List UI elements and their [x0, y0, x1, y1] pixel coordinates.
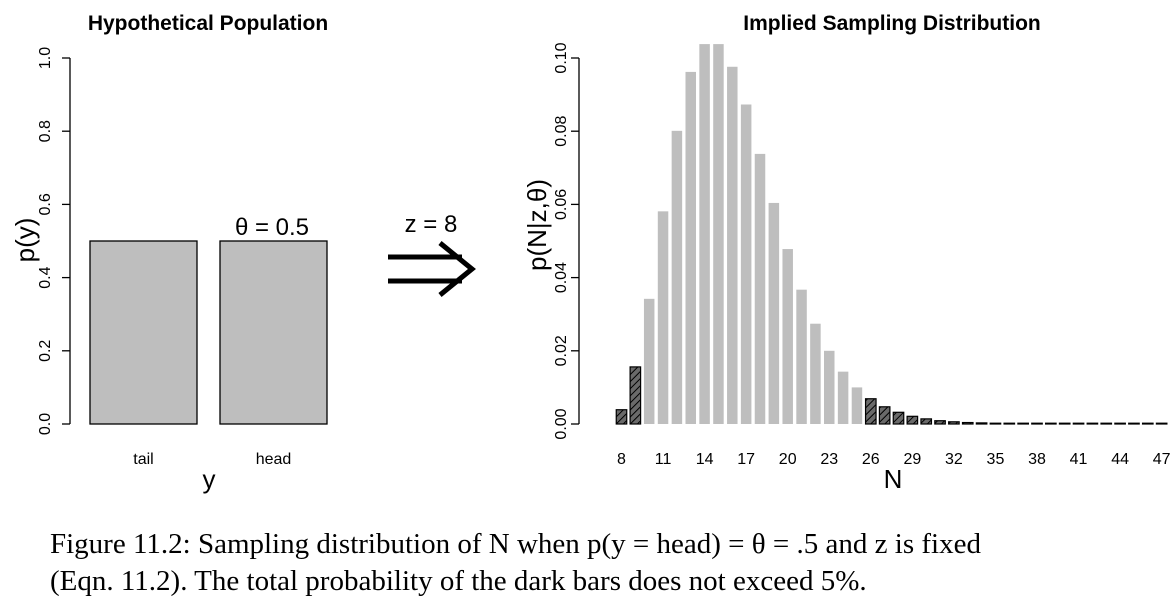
right-y-tick-label: 0.04: [553, 262, 570, 293]
right-y-tick-label: 0.00: [553, 408, 570, 439]
bar-N-23: [824, 350, 835, 424]
theta-annotation: θ = 0.5: [235, 214, 309, 241]
figure-caption: Figure 11.2: Sampling distribution of N …: [50, 526, 1160, 600]
bar-N-10: [643, 298, 655, 424]
dark-bar-N-45: [1128, 422, 1140, 425]
dark-bar-N-37: [1017, 422, 1030, 425]
dark-bar-N-47: [1155, 422, 1168, 425]
x-tick-label-N-20: 20: [779, 451, 797, 468]
right-y-tick-label: 0.02: [553, 335, 570, 366]
x-tick-label-N-47: 47: [1153, 451, 1171, 468]
x-tick-label-N-38: 38: [1028, 451, 1046, 468]
right-y-axis-label: p(N|z,θ): [522, 179, 552, 271]
bar-N-22: [810, 323, 821, 424]
dark-bar-N-36: [1003, 422, 1016, 425]
x-tick-label-N-35: 35: [987, 451, 1005, 468]
arrow-label: z = 8: [405, 211, 458, 238]
dark-bar-N-32: [948, 421, 960, 425]
dark-bar-N-34: [975, 422, 988, 425]
dark-bar-N-33: [961, 421, 974, 425]
dark-bar-N-27: [878, 406, 891, 425]
x-tick-label-N-41: 41: [1070, 451, 1088, 468]
dark-bar-N-39: [1044, 422, 1057, 425]
caption-line-2: (Eqn. 11.2). The total probability of th…: [50, 565, 867, 597]
bar-N-16: [727, 66, 738, 424]
bar-N-19: [768, 202, 780, 424]
left-y-tick-label: 1.0: [37, 47, 54, 69]
dark-bar-N-29: [906, 415, 919, 425]
left-x-axis-label: y: [203, 464, 216, 494]
left-y-tick-label: 0.4: [37, 266, 54, 288]
dark-bar-N-38: [1031, 422, 1043, 425]
dark-bar-N-31: [934, 420, 946, 425]
right-x-axis-label: N: [884, 464, 903, 494]
left-y-tick-label: 0.8: [37, 120, 54, 142]
x-tick-label-tail: tail: [133, 451, 153, 468]
dark-bar-N-35: [989, 422, 1002, 425]
bar-N-25: [851, 387, 863, 424]
bar-N-17: [740, 104, 752, 424]
x-tick-label-N-11: 11: [655, 451, 672, 468]
right-y-tick-label: 0.08: [553, 116, 570, 147]
dark-bar-N-43: [1100, 422, 1113, 425]
bar-tail: [89, 240, 198, 425]
x-tick-label-N-32: 32: [945, 451, 963, 468]
left-y-tick-label: 0.2: [37, 340, 54, 362]
right-chart-title: Implied Sampling Distribution: [743, 12, 1041, 35]
right-y-axis: 0.00 0.02 0.04 0.06 0.08 0.10: [553, 42, 580, 440]
bar-N-21: [796, 289, 807, 424]
x-tick-label-head: head: [256, 451, 292, 468]
x-tick-label-N-44: 44: [1111, 451, 1129, 468]
bar-N-13: [685, 71, 696, 424]
implies-arrow-icon: [388, 241, 476, 297]
dark-bar-N-40: [1058, 422, 1071, 425]
left-y-axis: 0.0 0.2 0.4 0.6 0.8 1.0: [37, 47, 71, 435]
dark-bar-N-30: [920, 418, 933, 425]
bar-N-14: [699, 44, 710, 425]
dark-bar-N-41: [1072, 422, 1085, 425]
left-y-tick-label: 0.0: [37, 413, 54, 435]
bar-N-18: [754, 153, 766, 424]
right-y-tick-label: 0.10: [553, 42, 570, 73]
bar-N-11: [657, 211, 669, 424]
left-bars: [89, 240, 328, 425]
left-y-axis-label: p(y): [10, 218, 40, 263]
right-x-tick-labels: 8 11 14 17 20 23 26 29 32 35 38 41 44 47: [617, 451, 1171, 468]
dark-bar-N-42: [1086, 422, 1099, 425]
left-chart-title: Hypothetical Population: [88, 12, 328, 35]
x-tick-label-N-8: 8: [617, 451, 626, 468]
bar-N-15: [713, 44, 724, 425]
x-tick-label-N-17: 17: [737, 451, 755, 468]
left-y-tick-label: 0.6: [37, 193, 54, 215]
bar-N-20: [782, 249, 793, 424]
dark-bar-N-8: [615, 409, 628, 425]
dark-bar-N-9: [629, 366, 642, 425]
x-tick-label-N-29: 29: [903, 451, 921, 468]
bar-N-24: [837, 371, 849, 424]
x-tick-label-N-23: 23: [820, 451, 838, 468]
dark-bar-N-26: [864, 398, 877, 425]
dark-bar-N-28: [892, 411, 905, 425]
dark-bar-N-44: [1114, 422, 1126, 425]
left-x-tick-labels: tail head: [133, 451, 291, 468]
x-tick-label-N-14: 14: [696, 451, 714, 468]
bar-N-12: [671, 130, 683, 424]
figure-canvas: Hypothetical Population 0.0 0.2 0.4 0.6 0.8 1…: [10, 12, 1171, 494]
right-y-tick-label: 0.06: [553, 189, 570, 220]
caption-line-1: Figure 11.2: Sampling distribution of N …: [50, 528, 981, 560]
right-bars: [615, 44, 1168, 425]
dark-bar-N-46: [1141, 422, 1154, 425]
bar-head: [219, 240, 328, 425]
x-tick-label-N-26: 26: [862, 451, 880, 468]
